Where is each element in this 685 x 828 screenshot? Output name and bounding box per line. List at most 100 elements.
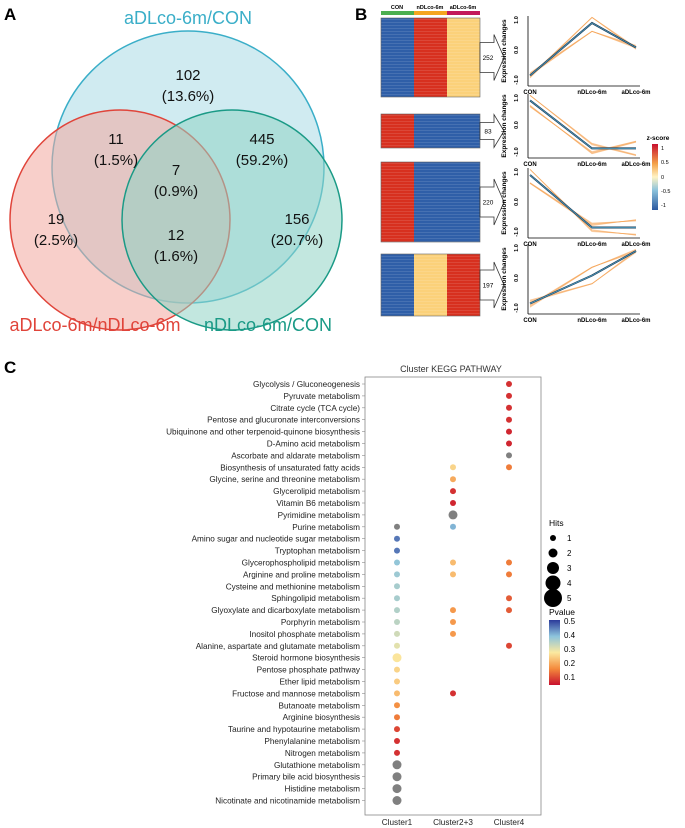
heatmap-texture-c3 bbox=[381, 162, 480, 242]
trend-ytick: -1.0 bbox=[514, 227, 520, 236]
kegg-point bbox=[394, 630, 400, 637]
zscore-tick-0: 0 bbox=[661, 175, 664, 181]
hits-legend-dot bbox=[548, 548, 558, 558]
kegg-point bbox=[506, 428, 512, 435]
venn-pct-c-only: (20.7%) bbox=[271, 232, 324, 249]
kegg-point bbox=[506, 452, 512, 459]
kegg-point bbox=[394, 642, 400, 649]
trend-ytick: 0.0 bbox=[514, 274, 520, 282]
kegg-ytick-label: Nitrogen metabolism bbox=[285, 749, 360, 758]
trend-xtick: aDLco-6m bbox=[621, 162, 650, 168]
zscore-legend: z-score 1 0.5 0 -0.5 -1 bbox=[647, 135, 670, 210]
trend-ylabel: Expression changes bbox=[501, 247, 508, 311]
kegg-ytick-label: Taurine and hypotaurine metabolism bbox=[228, 725, 360, 734]
venn-diagram: aDLco-6m/CON aDLco-6m/nDLco-6m nDLco-6m/… bbox=[9, 8, 343, 335]
trend-gene-line bbox=[529, 104, 637, 155]
kegg-point bbox=[450, 523, 456, 530]
kegg-plot-frame bbox=[364, 376, 542, 816]
kegg-point bbox=[394, 666, 400, 673]
venn-circle-nDLco-CON bbox=[121, 109, 343, 331]
kegg-ytick-label: Histidine metabolism bbox=[284, 785, 360, 794]
trend-ytick: 1.0 bbox=[514, 168, 520, 176]
kegg-point bbox=[394, 738, 400, 744]
pvalue-tick-0.3: 0.3 bbox=[564, 645, 576, 654]
venn-count-b-only: 19 bbox=[48, 211, 65, 228]
pvalue-tick-0.2: 0.2 bbox=[564, 659, 576, 668]
heatmap-header: CON nDLco-6m aDLco-6m bbox=[381, 5, 480, 15]
panel-label-b: B bbox=[355, 5, 367, 24]
cluster-count-c4: 197 bbox=[483, 283, 494, 290]
cluster-arrow-c2 bbox=[479, 113, 505, 149]
venn-label-aDLco-nDLco: aDLco-6m/nDLco-6m bbox=[9, 315, 180, 335]
zscore-tick-1: 1 bbox=[661, 146, 664, 152]
trend-gene-line bbox=[529, 250, 637, 303]
kegg-point bbox=[450, 571, 456, 578]
kegg-point bbox=[506, 642, 512, 649]
kegg-xtick-label: Cluster2+3 bbox=[433, 818, 473, 827]
kegg-chart-title: Cluster KEGG PATHWAY bbox=[400, 364, 502, 374]
trend-ylabel: Expression changes bbox=[501, 94, 508, 158]
heatmap-texture-c4 bbox=[381, 254, 480, 316]
kegg-ytick-label: Tryptophan metabolism bbox=[275, 547, 360, 556]
kegg-ytick-label: Ubiquinone and other terpenoid-quinone b… bbox=[166, 428, 360, 437]
cluster-count-c2: 83 bbox=[484, 129, 492, 136]
kegg-xtick-label: Cluster4 bbox=[494, 818, 525, 827]
trend-xtick: CON bbox=[523, 318, 536, 324]
kegg-point bbox=[506, 464, 512, 471]
trend-ytick: 0.0 bbox=[514, 46, 520, 54]
kegg-point bbox=[394, 547, 400, 554]
kegg-point bbox=[506, 571, 512, 578]
trend-xtick: CON bbox=[523, 90, 536, 96]
kegg-points bbox=[392, 381, 512, 805]
kegg-ytick-label: Inositol phosphate metabolism bbox=[249, 630, 360, 639]
hits-legend-value: 3 bbox=[567, 564, 572, 573]
kegg-ytick-label: Cysteine and methionine metabolism bbox=[226, 582, 360, 591]
zscore-tick-neg0.5: -0.5 bbox=[661, 189, 670, 195]
pvalue-tick-0.1: 0.1 bbox=[564, 673, 576, 682]
trend-ytick: -1.0 bbox=[514, 147, 520, 156]
pvalue-tick-0.4: 0.4 bbox=[564, 631, 576, 640]
heatmap-col-label-con: CON bbox=[391, 5, 403, 11]
venn-pct-bc: (1.6%) bbox=[154, 248, 198, 265]
kegg-point bbox=[394, 714, 400, 721]
trend-ytick: 0.0 bbox=[514, 121, 520, 129]
venn-pct-abc: (0.9%) bbox=[154, 183, 198, 200]
kegg-ytick-label: Nicotinate and nicotinamide metabolism bbox=[215, 797, 360, 806]
kegg-ytick-label: Phenylalanine metabolism bbox=[264, 737, 360, 746]
kegg-ytick-label: Porphyrin metabolism bbox=[281, 618, 360, 627]
venn-count-c-only: 156 bbox=[284, 211, 309, 228]
trend-gene-line bbox=[529, 183, 637, 227]
hits-legend-value: 2 bbox=[567, 549, 572, 558]
kegg-point bbox=[506, 607, 512, 614]
kegg-point bbox=[448, 510, 458, 520]
hits-legend-dot bbox=[547, 562, 559, 574]
trend-mean-highlight bbox=[529, 100, 636, 149]
heatmap-texture-c1 bbox=[381, 18, 480, 97]
venn-count-a-only: 102 bbox=[175, 67, 200, 84]
kegg-ytick-label: Glycine, serine and threonine metabolism bbox=[209, 475, 360, 484]
trend-gene-line bbox=[529, 16, 637, 79]
kegg-point bbox=[394, 607, 400, 614]
trend-gene-line bbox=[529, 95, 637, 156]
kegg-point bbox=[394, 559, 400, 566]
trend-ytick: 1.0 bbox=[514, 94, 520, 102]
kegg-point bbox=[392, 760, 402, 770]
zscore-legend-title: z-score bbox=[647, 135, 670, 142]
kegg-point bbox=[394, 523, 400, 530]
heatmap-col-label-ndlco: nDLco-6m bbox=[417, 5, 444, 11]
hits-legend-dot bbox=[544, 589, 562, 607]
kegg-point bbox=[450, 607, 456, 614]
heatmap-blocks: 252 83 220 197 bbox=[380, 17, 505, 317]
trend-ytick: -1.0 bbox=[514, 75, 520, 84]
trend-ylabel: Expression changes bbox=[501, 171, 508, 235]
trend-ytick: 1.0 bbox=[514, 16, 520, 24]
pvalue-tick-0.5: 0.5 bbox=[564, 617, 576, 626]
kegg-ytick-label: Pyruvate metabolism bbox=[284, 392, 361, 401]
trend-gene-line bbox=[529, 169, 637, 235]
hits-legend: Hits 1 2 3 4 5 bbox=[544, 518, 572, 607]
hits-legend-value: 5 bbox=[567, 594, 572, 603]
kegg-point bbox=[392, 784, 402, 794]
